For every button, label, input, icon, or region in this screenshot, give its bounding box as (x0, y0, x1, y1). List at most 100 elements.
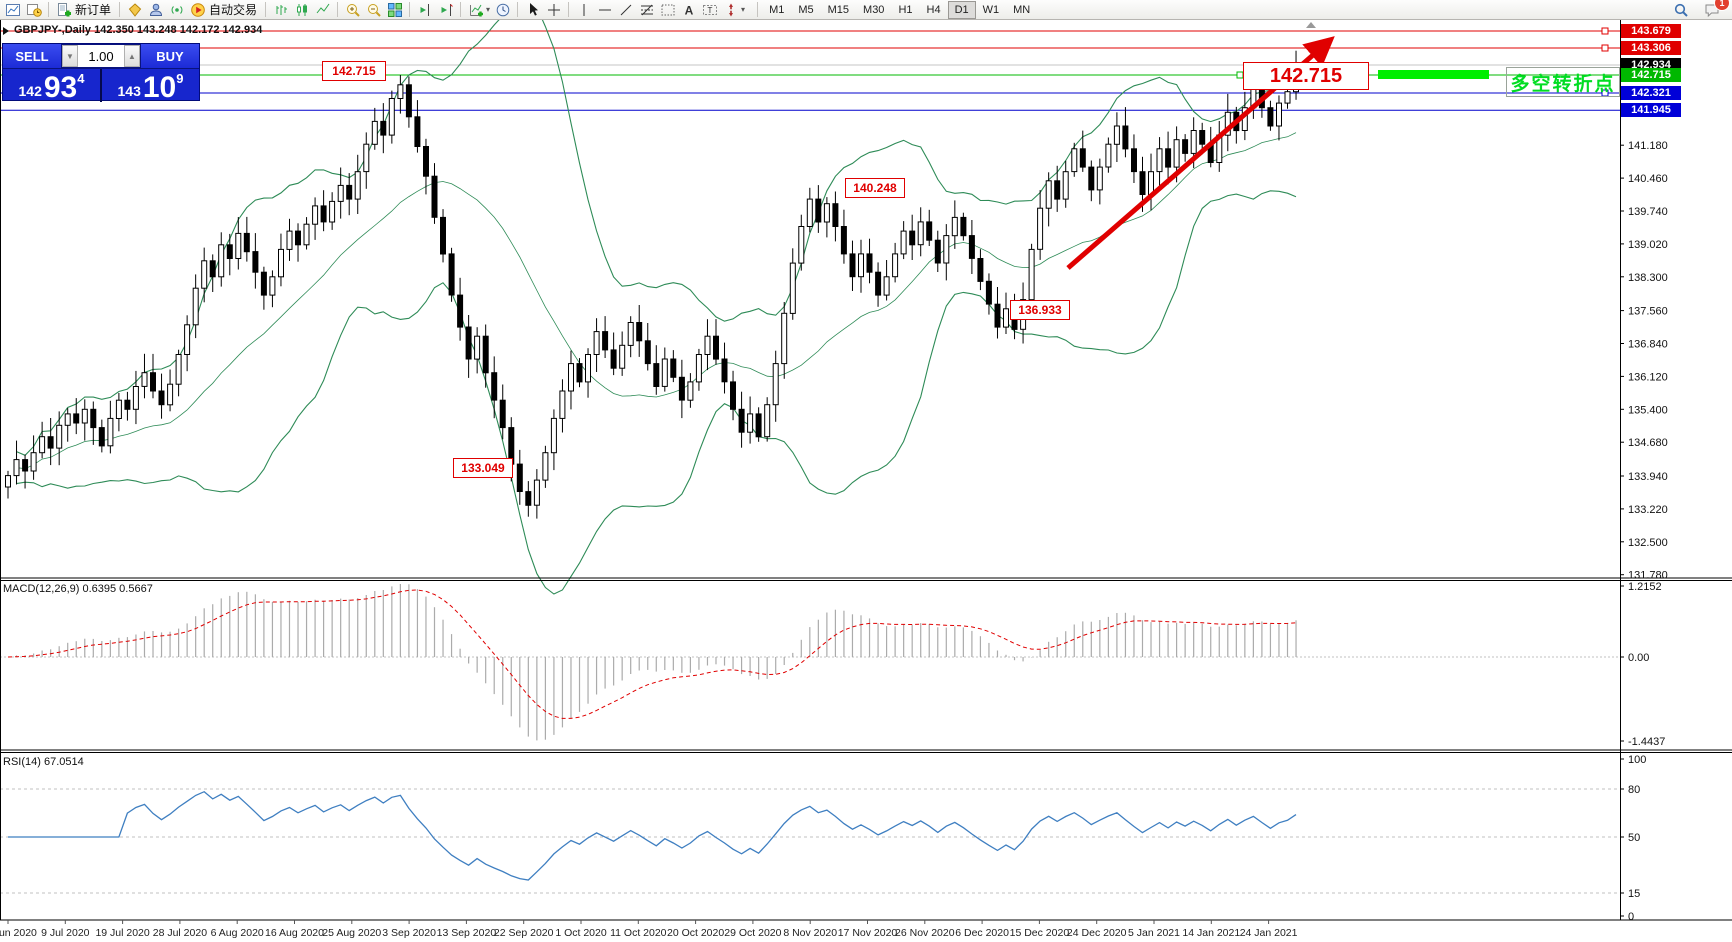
shift-end-icon[interactable] (414, 1, 435, 19)
chart-shift-left-marker (3, 27, 9, 35)
svg-text:1 Oct 2020: 1 Oct 2020 (555, 927, 607, 939)
svg-text:133.940: 133.940 (1628, 471, 1668, 483)
toolbar-right: 1 (1670, 0, 1732, 19)
one-click-trading-panel: SELL ▼ 1.00 ▲ BUY 142 93 4 143 10 9 (2, 43, 200, 103)
toolbar-left: 新订单 自动交易 ▾ A T ▾ (2, 1, 747, 19)
price-annotation-133049[interactable]: 133.049 (453, 458, 513, 478)
auto-scroll-icon[interactable] (435, 1, 456, 19)
profiles-icon[interactable] (23, 1, 44, 19)
highlight-bar[interactable] (1378, 70, 1489, 79)
timeframe-button-w1[interactable]: W1 (982, 3, 1000, 16)
search-icon-wrap[interactable] (1670, 1, 1691, 19)
timeframe-button-mn[interactable]: MN (1013, 3, 1031, 16)
sell-price[interactable]: 142 93 4 (3, 69, 102, 102)
volume-decrease-button[interactable]: ▼ (62, 45, 78, 67)
price-tag-141.945: 141.945 (1621, 103, 1681, 117)
toolbar-separator (409, 2, 411, 17)
timeframe-bar: M1 M5 M15 M30 H1 H4 D1 W1 MN (753, 0, 1037, 19)
toolbar-separator (568, 2, 570, 17)
fibo-grid-icon[interactable] (657, 1, 678, 19)
buy-price[interactable]: 143 10 9 (102, 69, 199, 103)
svg-text:19 Jul 2020: 19 Jul 2020 (95, 927, 149, 939)
hline-icon[interactable] (594, 1, 615, 19)
dropdown-caret-icon[interactable]: ▾ (486, 5, 491, 14)
horizontal-level-lines[interactable] (0, 27, 1620, 111)
text-annotation-turning-point[interactable]: 多空转折点 (1506, 67, 1620, 97)
timeframe-button-m15[interactable]: M15 (827, 3, 850, 16)
arrows-icon[interactable] (720, 1, 741, 19)
charts-icon[interactable] (2, 1, 23, 19)
svg-text:80: 80 (1628, 784, 1640, 796)
zoom-in-icon[interactable] (342, 1, 363, 19)
buy-button[interactable]: BUY (141, 44, 199, 68)
svg-text:136.120: 136.120 (1628, 371, 1668, 383)
dropdown-caret-icon[interactable]: ▾ (741, 5, 746, 14)
text-icon[interactable]: A (678, 1, 699, 19)
buy-price-sup: 9 (176, 71, 184, 86)
chat-icon-wrap[interactable]: 1 (1701, 0, 1730, 19)
signal-icon[interactable] (166, 1, 187, 19)
line-handle[interactable] (1601, 27, 1609, 35)
volume-increase-button[interactable]: ▲ (124, 45, 140, 67)
rsi-label: RSI(14) 67.0514 (3, 756, 84, 768)
svg-text:28 Jul 2020: 28 Jul 2020 (153, 927, 207, 939)
indicator-add-icon[interactable] (465, 1, 486, 19)
price-tag-143.306: 143.306 (1621, 41, 1681, 55)
timeframe-button-d1[interactable]: D1 (947, 0, 976, 19)
bar-chart-icon[interactable] (270, 1, 291, 19)
price-annotation-136933[interactable]: 136.933 (1010, 300, 1070, 320)
fibonacci-icon[interactable] (636, 1, 657, 19)
sell-button[interactable]: SELL (3, 44, 61, 68)
line-chart-icon[interactable] (312, 1, 333, 19)
svg-text:30 Jun 2020: 30 Jun 2020 (0, 927, 37, 939)
svg-text:29 Oct 2020: 29 Oct 2020 (724, 927, 781, 939)
candlestick-icon[interactable] (291, 1, 312, 19)
search-icon[interactable] (1670, 1, 1691, 19)
toolbar-separator (265, 2, 267, 17)
time-axis: 30 Jun 2020 9 Jul 2020 19 Jul 2020 28 Jul 2… (0, 920, 1298, 939)
svg-text:100: 100 (1628, 754, 1646, 766)
crosshair-icon[interactable] (543, 1, 564, 19)
macd-panel (0, 584, 1620, 741)
svg-text:140.460: 140.460 (1628, 173, 1668, 185)
timeframe-button-h1[interactable]: H1 (898, 3, 913, 16)
svg-text:6 Aug 2020: 6 Aug 2020 (211, 927, 264, 939)
line-handle[interactable] (1601, 44, 1609, 52)
sell-price-big: 93 (43, 70, 78, 104)
cursor-icon[interactable] (522, 1, 543, 19)
new-order-icon[interactable] (53, 1, 74, 19)
svg-text:139.740: 139.740 (1628, 206, 1668, 218)
svg-text:8 Nov 2020: 8 Nov 2020 (783, 927, 837, 939)
chart-title: GBPJPY-,Daily 142.350 143.248 142.172 14… (14, 24, 263, 36)
clock-icon[interactable] (492, 1, 513, 19)
label-icon[interactable]: T (699, 1, 720, 19)
price-annotation-140248[interactable]: 140.248 (845, 178, 905, 198)
timeframe-button-m30[interactable]: M30 (863, 3, 885, 16)
autotrade-label[interactable]: 自动交易 (209, 3, 258, 17)
price-annotation-142715-right[interactable]: 142.715 (1243, 62, 1369, 90)
price-tag-143.679: 143.679 (1621, 24, 1681, 38)
seal-icon[interactable] (124, 1, 145, 19)
timeframe-button-m1[interactable]: M1 (769, 3, 785, 16)
svg-text:22 Sep 2020: 22 Sep 2020 (494, 927, 554, 939)
trendline-icon[interactable] (615, 1, 636, 19)
autotrade-icon[interactable] (187, 1, 208, 19)
zoom-out-icon[interactable] (363, 1, 384, 19)
svg-text:T: T (707, 6, 712, 15)
svg-text:25 Aug 2020: 25 Aug 2020 (322, 927, 381, 939)
expert-icon[interactable] (145, 1, 166, 19)
vline-icon[interactable] (573, 1, 594, 19)
svg-text:139.020: 139.020 (1628, 239, 1668, 251)
panel-borders (0, 20, 1732, 921)
timeframe-button-m5[interactable]: M5 (798, 3, 814, 16)
new-order-label[interactable]: 新订单 (75, 3, 112, 17)
svg-text:138.300: 138.300 (1628, 272, 1668, 284)
buy-price-prefix: 143 (117, 82, 141, 99)
svg-text:1.2152: 1.2152 (1628, 581, 1662, 593)
svg-text:0: 0 (1628, 911, 1634, 923)
tile-windows-icon[interactable] (384, 1, 405, 19)
volume-value[interactable]: 1.00 (88, 48, 114, 64)
price-annotation-142715-left[interactable]: 142.715 (322, 61, 386, 81)
timeframe-button-h4[interactable]: H4 (926, 3, 941, 16)
